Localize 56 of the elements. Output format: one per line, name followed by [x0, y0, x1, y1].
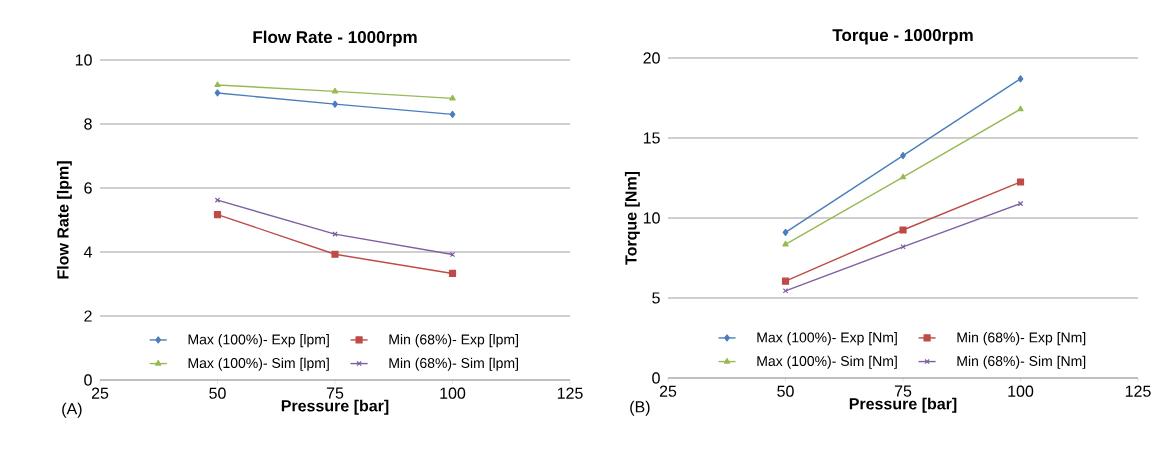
y-tick-label: 8 — [84, 118, 92, 130]
y-tick-label: 20 — [643, 52, 660, 64]
y-tick-label: 0 — [84, 374, 92, 386]
y-axis-title: Flow Rate [lpm] — [56, 161, 72, 279]
point — [449, 94, 456, 101]
y-axis-title: Torque [Nm] — [624, 171, 640, 265]
point — [900, 152, 906, 160]
y-tick-label: 0 — [652, 372, 660, 384]
legend-label: Max (100%)- Sim [lpm] — [188, 357, 329, 371]
legend-label: Max (100%)- Sim [Nm] — [757, 355, 897, 369]
x-tick-label: 25 — [659, 385, 677, 397]
point — [213, 210, 222, 219]
point — [331, 87, 339, 94]
text: (A) — [62, 402, 82, 418]
y-tick-label: 15 — [643, 132, 660, 144]
x-tick-label: 125 — [1125, 385, 1151, 397]
x-tick-label: 100 — [1008, 385, 1034, 397]
legend-label: Min (68%)- Exp [Nm] — [957, 332, 1086, 346]
x-tick-label: 50 — [209, 387, 226, 399]
point — [331, 250, 339, 258]
legend-label: Max (100%)- Exp [lpm] — [188, 334, 329, 348]
y-tick-label: 4 — [83, 246, 92, 258]
chart-title: Torque - 1000rpm — [832, 29, 973, 45]
point — [899, 226, 907, 234]
legend-label: Min (68%)- Exp [lpm] — [389, 334, 518, 348]
point — [449, 110, 456, 118]
x-tick-label: 75 — [326, 387, 344, 399]
point — [782, 240, 789, 247]
legend-label: Max (100%)- Exp [Nm] — [757, 332, 897, 346]
point — [1017, 75, 1024, 83]
point — [214, 89, 221, 97]
point — [1017, 105, 1024, 112]
point — [1016, 178, 1025, 186]
x-tick-label: 75 — [894, 385, 912, 397]
point — [448, 269, 457, 278]
y-tick-label: 10 — [643, 212, 660, 224]
text: (B) — [630, 400, 650, 416]
x-tick-label: 100 — [440, 387, 466, 399]
x-tick-label: 25 — [91, 387, 109, 399]
x-tick-label: 50 — [777, 385, 794, 397]
point — [332, 100, 338, 108]
y-tick-label: 5 — [652, 292, 660, 304]
chart-title: Flow Rate - 1000rpm — [253, 30, 417, 47]
point — [781, 277, 790, 285]
x-tick-label: 125 — [557, 387, 583, 399]
point — [900, 244, 906, 250]
x-axis-title: Pressure [bar] — [281, 399, 389, 415]
y-tick-label: 10 — [75, 54, 92, 66]
point — [782, 228, 789, 236]
legend-label: Min (68%)- Sim [Nm] — [957, 355, 1086, 369]
x-axis-title: Pressure [bar] — [849, 397, 957, 413]
y-tick-label: 6 — [84, 182, 92, 194]
y-tick-label: 2 — [84, 310, 92, 322]
legend-label: Min (68%)- Sim [lpm] — [389, 357, 518, 371]
point — [899, 173, 907, 180]
point — [214, 81, 221, 88]
